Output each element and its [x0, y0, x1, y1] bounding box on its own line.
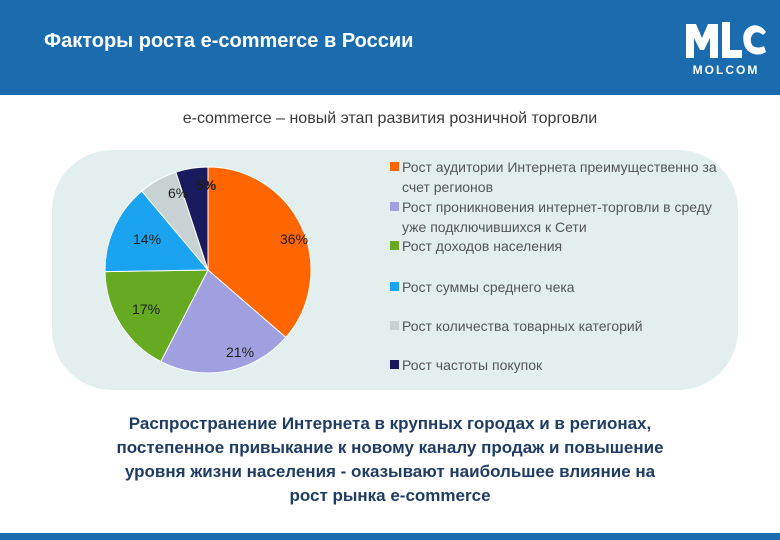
- legend-item-5: Рост количества товарных категорий: [390, 316, 740, 336]
- pie-slice-1: [207, 166, 312, 339]
- pie-data-label-2: 21%: [226, 344, 254, 360]
- legend-label: Рост количества товарных категорий: [402, 318, 643, 334]
- pie-data-label-5: 6%: [168, 185, 188, 201]
- legend-label: Рост суммы среднего чека: [402, 279, 575, 295]
- pie-slice-3: [104, 269, 209, 363]
- legend-swatch: [390, 202, 399, 211]
- legend-item-4: Рост суммы среднего чека: [390, 277, 740, 297]
- logo-text: MOLCOM: [692, 63, 760, 77]
- legend-item-2: Рост проникновения интернет-торговли в с…: [390, 197, 740, 237]
- logo-mark-icon: [686, 22, 766, 58]
- pie-slice-6: [175, 166, 209, 271]
- legend-item-1: Рост аудитории Интернета преимущественно…: [390, 157, 740, 197]
- legend-label: Рост аудитории Интернета преимущественно…: [402, 159, 717, 195]
- conclusion-text: Распространение Интернета в крупных горо…: [40, 412, 740, 508]
- conclusion-line: уровня жизни населения - оказывают наибо…: [124, 462, 656, 481]
- legend-swatch: [390, 162, 399, 171]
- pie-slice-4: [104, 190, 210, 273]
- pie-data-label-4: 14%: [133, 231, 161, 247]
- legend-swatch: [390, 360, 399, 369]
- conclusion-line: постепенное привыкание к новому каналу п…: [116, 438, 664, 457]
- page-title: Факторы роста e-commerce в России: [44, 30, 414, 52]
- legend-item-6: Рост частоты покупок: [390, 355, 740, 375]
- legend-swatch: [390, 282, 399, 291]
- pie-data-label-3: 17%: [132, 301, 160, 317]
- conclusion-line: рост рынка e-commerce: [289, 486, 491, 505]
- molcom-logo: MOLCOM: [684, 18, 768, 78]
- pie-slice-2: [160, 269, 287, 374]
- legend-label: Рост частоты покупок: [402, 357, 543, 373]
- legend-label: Рост доходов населения: [402, 238, 563, 254]
- legend-swatch: [390, 321, 399, 330]
- legend-label: Рост проникновения интернет-торговли в с…: [402, 199, 712, 235]
- conclusion-line: Распространение Интернета в крупных горо…: [128, 414, 652, 433]
- chart-title: e-commerce – новый этап развития розничн…: [182, 110, 598, 127]
- pie-data-label-6: 5%: [196, 177, 217, 193]
- header-bar: Факторы роста e-commerce в России MOLCOM: [0, 0, 780, 95]
- footer-bar: [0, 533, 780, 540]
- legend-swatch: [390, 241, 399, 250]
- pie-data-label-1: 36%: [280, 231, 308, 247]
- legend-item-3: Рост доходов населения: [390, 236, 740, 256]
